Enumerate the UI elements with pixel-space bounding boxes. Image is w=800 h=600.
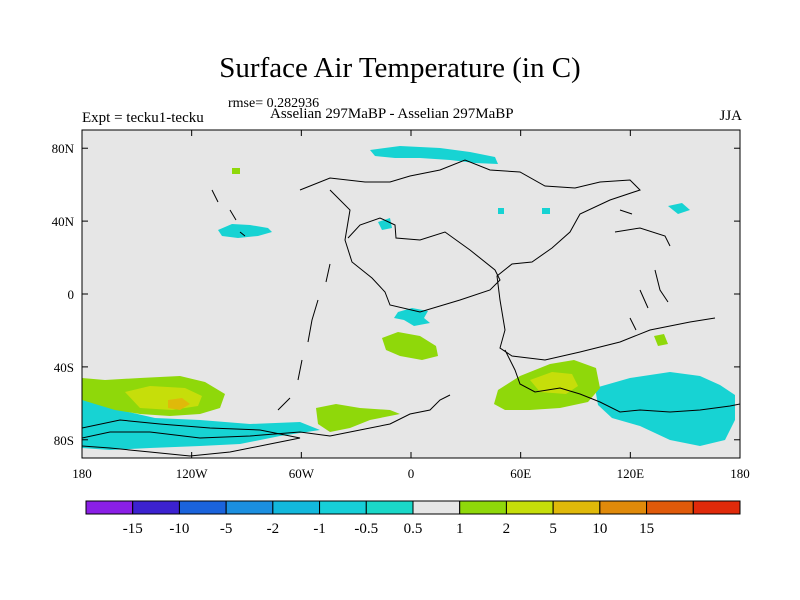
lat-tick-label: 80S (54, 433, 74, 448)
rmse-label: rmse= 0.282936 (228, 96, 320, 111)
colorbar-label: -15 (123, 521, 143, 537)
colorbar-label: 1 (456, 521, 464, 537)
colorbar-swatch (646, 500, 694, 515)
colorbar-swatch (225, 500, 274, 515)
lon-tick-label: 120E (617, 466, 645, 481)
coastline-pangea (82, 159, 740, 439)
anomaly-patch-small-3 (542, 208, 550, 214)
coastline-antarctic (82, 419, 301, 457)
anomaly-patch-orange-pacific (168, 398, 190, 410)
coastline-islands (211, 189, 671, 411)
coastlines (82, 159, 740, 457)
anomaly-patch-small-1 (232, 168, 240, 174)
colorbar-swatch (552, 500, 601, 515)
colorbar-swatch (319, 500, 367, 515)
colorbar-label: 15 (639, 521, 654, 537)
colorbar-swatch (132, 500, 180, 515)
lon-tick-label: 0 (408, 466, 415, 481)
lon-tick-label: 180 (72, 466, 92, 481)
anomaly-patch-neurasia (668, 203, 690, 214)
colorbar-label: -10 (169, 521, 189, 537)
contour-fills (82, 146, 735, 450)
latitude-axis: 80N 40N 0 40S 80S (52, 141, 740, 448)
colorbar-swatch (459, 500, 507, 515)
colorbar-swatch (178, 500, 227, 515)
lat-tick-label: 40N (52, 214, 75, 229)
colorbar-swatch (85, 500, 134, 515)
anomaly-patch-small-2 (498, 208, 504, 214)
longitude-axis: 180 120W 60W 0 60E 120E 180 (72, 130, 750, 481)
colorbar-swatch (692, 500, 741, 515)
lon-tick-label: 60E (510, 466, 531, 481)
experiment-label: Expt = tecku1-tecku (82, 110, 204, 126)
anomaly-patch-yellow-indian (530, 372, 578, 394)
colorbar-swatch (412, 500, 461, 515)
anomaly-patch-east-asia (654, 334, 668, 346)
anomaly-patch-npacific (218, 224, 272, 238)
colorbar-label: -1 (313, 521, 326, 537)
lon-tick-label: 180 (730, 466, 750, 481)
colorbar-label: 5 (549, 521, 557, 537)
anomaly-patch-small-4 (378, 218, 392, 230)
colorbar: -15 -10 -5 -2 -1 -0.5 0.5 1 2 5 10 15 (85, 500, 741, 537)
season-label: JJA (719, 108, 742, 124)
comparison-label: Asselian 297MaBP - Asselian 297MaBP (270, 106, 514, 122)
lat-tick-label: 40S (54, 360, 74, 375)
lat-tick-label: 0 (68, 287, 75, 302)
colorbar-swatch (599, 500, 648, 515)
plot-title: Surface Air Temperature (in C) (219, 52, 581, 84)
lon-tick-label: 120W (176, 466, 209, 481)
anomaly-patch-east-antarctic (595, 372, 735, 446)
anomaly-patch-south-atlantic (316, 404, 400, 432)
colorbar-swatch (365, 500, 414, 515)
anomaly-patch-sw-atlantic (382, 332, 438, 360)
colorbar-label: -0.5 (354, 521, 378, 537)
colorbar-swatch (505, 500, 554, 515)
lon-tick-label: 60W (289, 466, 315, 481)
map-panel (81, 129, 741, 459)
colorbar-label: 10 (592, 521, 607, 537)
colorbar-label: -5 (220, 521, 233, 537)
lat-tick-label: 80N (52, 141, 75, 156)
anomaly-patch-arctic (370, 146, 498, 164)
colorbar-label: -2 (267, 521, 280, 537)
colorbar-swatch (272, 500, 321, 515)
anomaly-patch-tropics (394, 308, 430, 326)
colorbar-label: 2 (503, 521, 511, 537)
colorbar-label: 0.5 (404, 521, 423, 537)
